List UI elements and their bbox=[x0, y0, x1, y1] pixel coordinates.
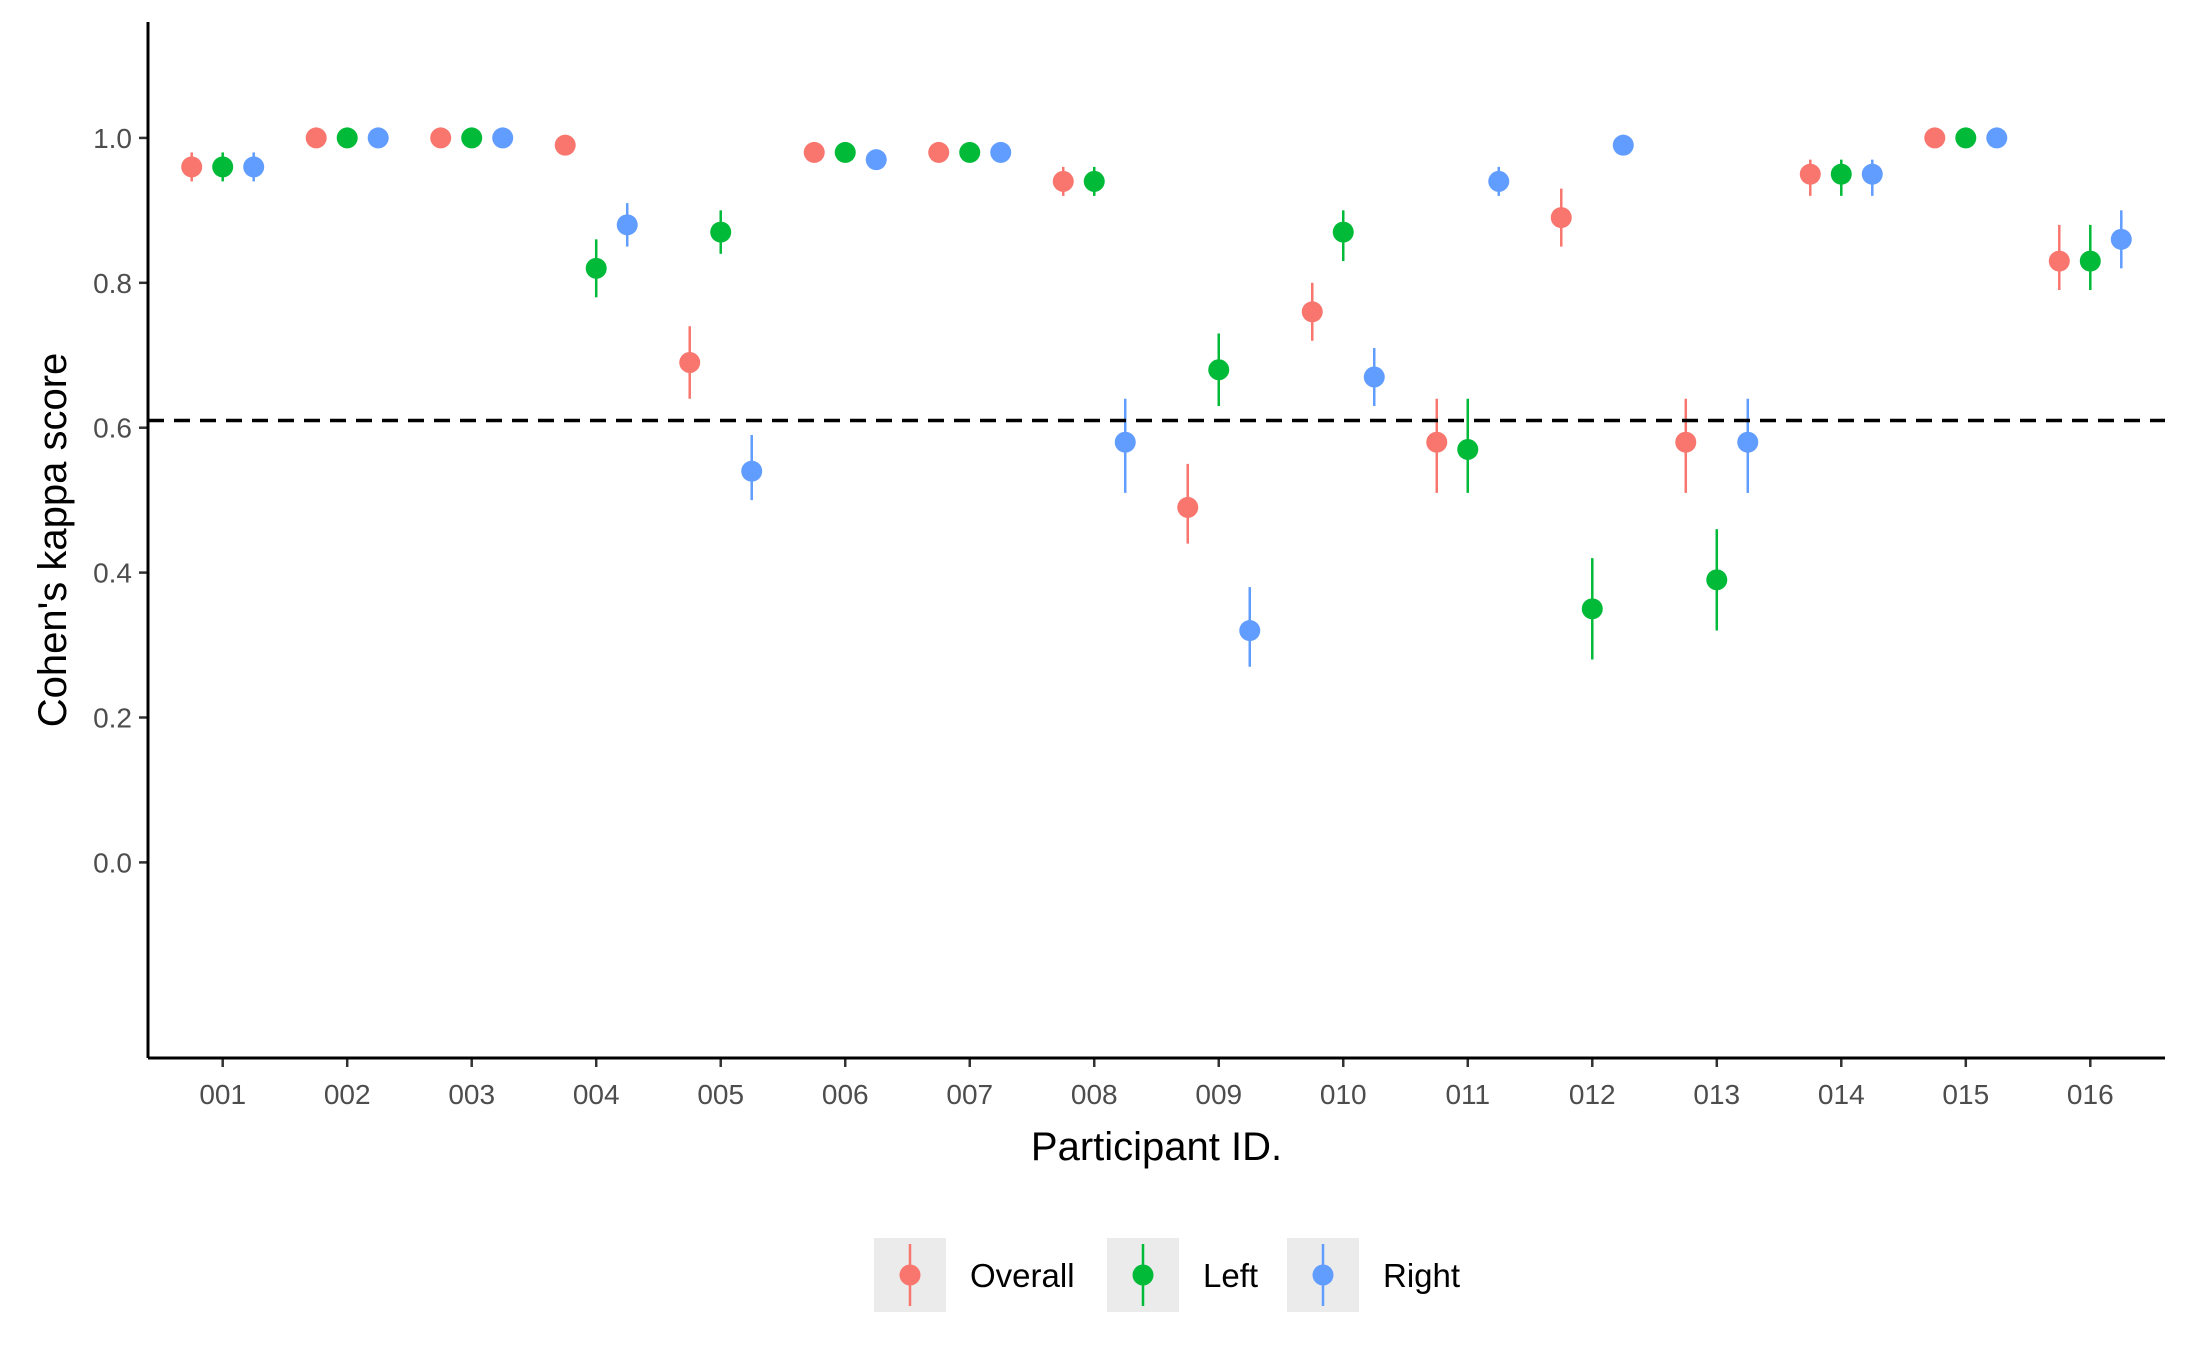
data-point bbox=[2110, 228, 2132, 250]
data-point bbox=[1986, 127, 2008, 149]
legend-key-point bbox=[1312, 1264, 1334, 1286]
data-point bbox=[710, 221, 732, 243]
data-point bbox=[1830, 163, 1852, 185]
data-point bbox=[1177, 496, 1199, 518]
data-point bbox=[1706, 569, 1728, 591]
data-point bbox=[430, 127, 452, 149]
x-tick-label: 004 bbox=[573, 1079, 620, 1110]
data-point bbox=[928, 141, 950, 163]
legend-key-point bbox=[899, 1264, 921, 1286]
legend: Overall Left Right bbox=[874, 1238, 1460, 1312]
data-point bbox=[212, 156, 234, 178]
data-point bbox=[243, 156, 265, 178]
data-point bbox=[181, 156, 203, 178]
y-tick-label: 0.4 bbox=[93, 558, 132, 589]
plot-marks bbox=[181, 127, 2132, 667]
data-point bbox=[1955, 127, 1977, 149]
y-tick-label: 0.2 bbox=[93, 702, 132, 733]
data-point bbox=[679, 352, 701, 374]
data-point bbox=[1861, 163, 1883, 185]
x-tick-label: 016 bbox=[2067, 1079, 2114, 1110]
data-point bbox=[865, 149, 887, 171]
legend-label: Right bbox=[1383, 1257, 1460, 1294]
legend-item-overall: Overall bbox=[874, 1238, 1075, 1312]
data-point bbox=[1799, 163, 1821, 185]
data-point bbox=[1457, 438, 1479, 460]
data-point bbox=[1550, 207, 1572, 229]
data-point bbox=[1114, 431, 1136, 453]
legend-item-left: Left bbox=[1107, 1238, 1258, 1312]
legend-label: Overall bbox=[970, 1257, 1075, 1294]
data-point bbox=[959, 141, 981, 163]
data-point bbox=[1239, 620, 1261, 642]
x-tick-label: 010 bbox=[1320, 1079, 1367, 1110]
data-point bbox=[1426, 431, 1448, 453]
y-tick-label: 1.0 bbox=[93, 123, 132, 154]
data-point bbox=[554, 134, 576, 156]
data-point bbox=[1488, 170, 1510, 192]
x-tick-label: 012 bbox=[1569, 1079, 1616, 1110]
data-point bbox=[1208, 359, 1230, 381]
series-left bbox=[212, 127, 2101, 660]
data-point bbox=[305, 127, 327, 149]
data-point bbox=[741, 460, 763, 482]
data-point bbox=[585, 257, 607, 279]
data-point bbox=[834, 141, 856, 163]
data-point bbox=[1581, 598, 1603, 620]
data-point bbox=[336, 127, 358, 149]
data-point bbox=[1332, 221, 1354, 243]
x-tick-label: 001 bbox=[199, 1079, 246, 1110]
x-tick-label: 003 bbox=[448, 1079, 495, 1110]
data-point bbox=[1083, 170, 1105, 192]
legend-key-point bbox=[1132, 1264, 1154, 1286]
data-point bbox=[1924, 127, 1946, 149]
data-point bbox=[1052, 170, 1074, 192]
series-right bbox=[243, 127, 2132, 667]
x-tick-label: 009 bbox=[1195, 1079, 1242, 1110]
y-tick-label: 0.6 bbox=[93, 413, 132, 444]
data-point bbox=[492, 127, 514, 149]
data-point bbox=[990, 141, 1012, 163]
y-axis-title: Cohen's kappa score bbox=[31, 353, 75, 728]
x-axis-title: Participant ID. bbox=[1031, 1125, 1282, 1169]
x-tick-label: 007 bbox=[946, 1079, 993, 1110]
data-point bbox=[1612, 134, 1634, 156]
legend-item-right: Right bbox=[1287, 1238, 1460, 1312]
x-tick-label: 013 bbox=[1693, 1079, 1740, 1110]
x-tick-label: 015 bbox=[1942, 1079, 1989, 1110]
x-tick-label: 006 bbox=[822, 1079, 869, 1110]
y-tick-label: 0.0 bbox=[93, 847, 132, 878]
x-axis-ticks: 001 002 003 004 005 006 007 008 009 010 011 012 013 0… bbox=[199, 1058, 2114, 1110]
x-tick-label: 002 bbox=[324, 1079, 371, 1110]
x-tick-label: 008 bbox=[1071, 1079, 1118, 1110]
series-overall bbox=[181, 127, 2070, 544]
data-point bbox=[1737, 431, 1759, 453]
data-point bbox=[1301, 301, 1323, 323]
data-point bbox=[367, 127, 389, 149]
x-tick-label: 011 bbox=[1445, 1079, 1490, 1110]
data-point bbox=[461, 127, 483, 149]
y-tick-label: 0.8 bbox=[93, 268, 132, 299]
x-tick-label: 005 bbox=[697, 1079, 744, 1110]
data-point bbox=[803, 141, 825, 163]
data-point bbox=[2048, 250, 2070, 272]
x-tick-label: 014 bbox=[1818, 1079, 1865, 1110]
y-axis-ticks: 0.0 0.2 0.4 0.6 0.8 1.0 bbox=[93, 123, 148, 878]
data-point bbox=[616, 214, 638, 236]
data-point bbox=[1675, 431, 1697, 453]
data-point bbox=[1363, 366, 1385, 388]
data-point bbox=[2079, 250, 2101, 272]
legend-label: Left bbox=[1203, 1257, 1258, 1294]
